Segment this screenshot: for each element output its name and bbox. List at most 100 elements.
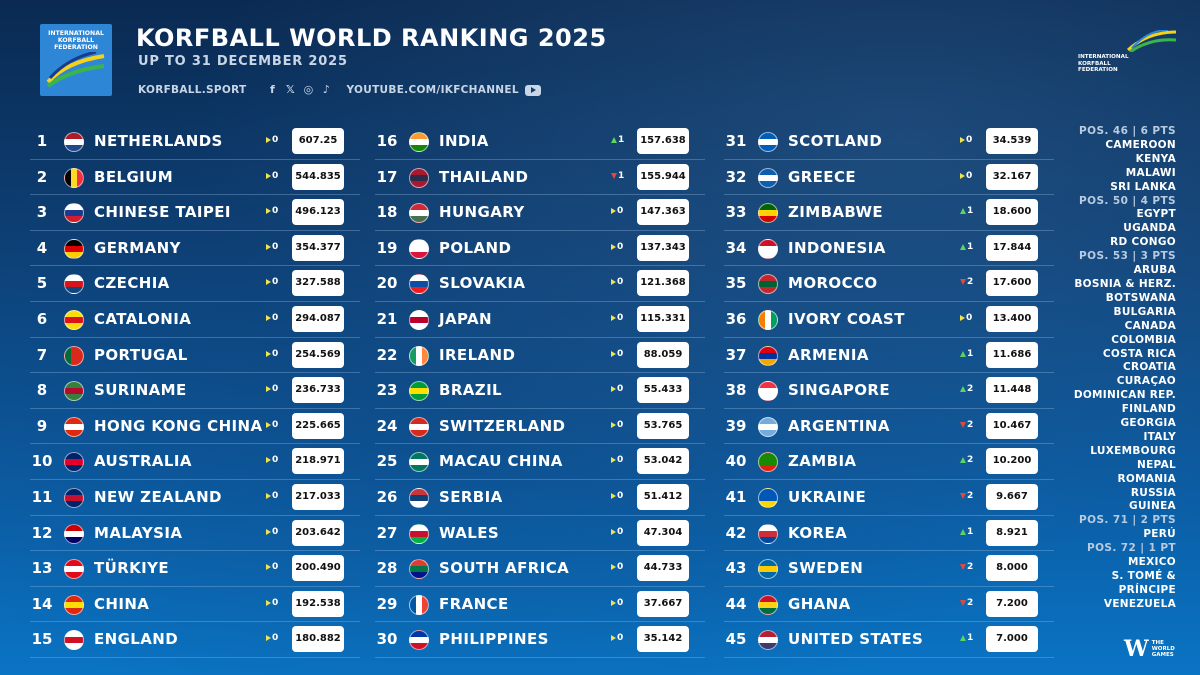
lower-rank-country: RUSSIA [1130, 486, 1176, 499]
ranking-row: 40 ZAMBIA 2 10.200 [724, 444, 1054, 480]
rank-number: 1 [36, 132, 48, 150]
country-name: INDONESIA [788, 238, 886, 257]
instagram-icon[interactable]: ◎ [303, 83, 314, 96]
rank-number: 11 [31, 487, 53, 506]
country-name: SWEDEN [788, 559, 864, 578]
flag-icon [64, 630, 84, 651]
country-name: PORTUGAL [94, 345, 188, 364]
ranking-row: 14 CHINA 0 192.538 [30, 587, 360, 623]
ranking-row: 27 WALES 0 47.304 [375, 516, 705, 552]
rank-change: 0 [611, 633, 635, 643]
rank-change-value: 2 [967, 597, 974, 608]
arrow-right-icon [611, 314, 616, 321]
rank-change-value: 0 [617, 419, 624, 430]
x-icon[interactable]: 𝕏 [285, 83, 296, 96]
flag-icon [409, 167, 429, 188]
points-badge: 13.400 [986, 305, 1038, 332]
country-name: NETHERLANDS [94, 132, 223, 150]
points-badge: 8.921 [986, 519, 1038, 546]
site-link[interactable]: KORFBALL.SPORT [138, 84, 247, 96]
rank-change-value: 1 [967, 348, 974, 359]
rank-change: 0 [611, 420, 635, 430]
rank-change-value: 2 [967, 455, 974, 466]
rank-change: 0 [611, 598, 635, 608]
rank-change-value: 0 [617, 384, 624, 395]
lower-rank-country: CAMEROON [1105, 138, 1176, 151]
ranking-row: 7 PORTUGAL 0 254.569 [30, 338, 360, 374]
arrow-up-icon [960, 457, 966, 464]
rank-change-value: 0 [617, 562, 624, 573]
rank-change: 0 [266, 135, 290, 145]
youtube-icon[interactable] [524, 84, 541, 96]
tiktok-icon[interactable]: ♪ [322, 83, 331, 96]
lower-rank-country: LUXEMBOURG [1090, 444, 1176, 457]
ranking-row: 25 MACAU CHINA 0 53.042 [375, 444, 705, 480]
arrow-down-icon [960, 279, 966, 286]
arrow-right-icon [266, 350, 271, 357]
arrow-right-icon [266, 314, 271, 321]
arrow-right-icon [266, 172, 271, 179]
flag-icon [409, 381, 429, 402]
rank-change-value: 0 [617, 455, 624, 466]
rank-number: 42 [725, 523, 747, 542]
rank-change-value: 1 [618, 135, 625, 145]
points-badge: 496.123 [292, 199, 344, 226]
lower-rank-country: ARUBA [1133, 264, 1176, 277]
rank-change: 2 [960, 420, 984, 430]
ikf-swoosh-icon [46, 52, 105, 88]
ranking-row: 32 GREECE 0 32.167 [724, 160, 1054, 196]
position-group-header: POS. 46 | 6 PTS [1079, 125, 1176, 137]
rank-change: 0 [611, 242, 635, 252]
country-name: ARGENTINA [788, 416, 890, 435]
ranking-row: 21 JAPAN 0 115.331 [375, 302, 705, 338]
points-badge: 53.765 [637, 412, 689, 439]
arrow-right-icon [266, 421, 271, 428]
rank-change: 1 [960, 242, 984, 252]
rank-change-value: 2 [967, 384, 974, 395]
rank-change-value: 0 [272, 455, 279, 466]
page-subtitle: UP TO 31 DECEMBER 2025 [138, 54, 348, 69]
rank-number: 5 [36, 274, 48, 293]
ikf-logo-text: INTERNATIONAL KORFBALL FEDERATION [48, 30, 104, 51]
country-name: ZIMBABWE [788, 203, 884, 222]
rank-change: 0 [266, 420, 290, 430]
flag-icon [64, 487, 84, 508]
lower-rank-country: RD CONGO [1110, 236, 1176, 249]
country-name: SCOTLAND [788, 132, 883, 150]
ranking-row: 5 CZECHIA 0 327.588 [30, 266, 360, 302]
points-badge: 225.665 [292, 412, 344, 439]
rank-change-value: 0 [272, 312, 279, 323]
arrow-right-icon [611, 599, 616, 606]
flag-icon [409, 416, 429, 437]
arrow-down-icon [611, 172, 617, 179]
ranking-row: 3 CHINESE TAIPEI 0 496.123 [30, 195, 360, 231]
rank-number: 23 [376, 381, 398, 400]
rank-change: 1 [960, 206, 984, 216]
flag-icon [758, 238, 778, 259]
arrow-up-icon [611, 137, 617, 143]
points-badge: 18.600 [986, 199, 1038, 226]
position-group-header: POS. 53 | 3 PTS [1079, 250, 1176, 263]
rank-change: 0 [266, 313, 290, 323]
rank-number: 2 [36, 167, 48, 186]
points-badge: 200.490 [292, 555, 344, 582]
position-group-header: POS. 72 | 1 PT [1086, 542, 1176, 555]
arrow-right-icon [266, 137, 271, 143]
points-badge: 137.343 [637, 234, 689, 261]
rank-change: 0 [266, 491, 290, 501]
arrow-right-icon [266, 457, 271, 464]
rank-number: 37 [725, 345, 747, 364]
rank-number: 43 [725, 559, 747, 578]
rank-change-value: 0 [272, 384, 279, 395]
rank-change-value: 0 [272, 633, 279, 644]
facebook-icon[interactable]: f [269, 83, 276, 96]
rank-number: 27 [376, 523, 398, 542]
rank-change: 0 [266, 171, 290, 181]
arrow-right-icon [266, 279, 271, 286]
position-group-header: POS. 50 | 4 PTS [1079, 194, 1176, 207]
youtube-channel-link[interactable]: YOUTUBE.COM/IKFCHANNEL [346, 84, 519, 96]
country-name: SOUTH AFRICA [439, 559, 570, 578]
points-badge: 47.304 [637, 519, 689, 546]
world-games-mark-icon: W [1124, 636, 1149, 662]
flag-icon [758, 630, 778, 651]
